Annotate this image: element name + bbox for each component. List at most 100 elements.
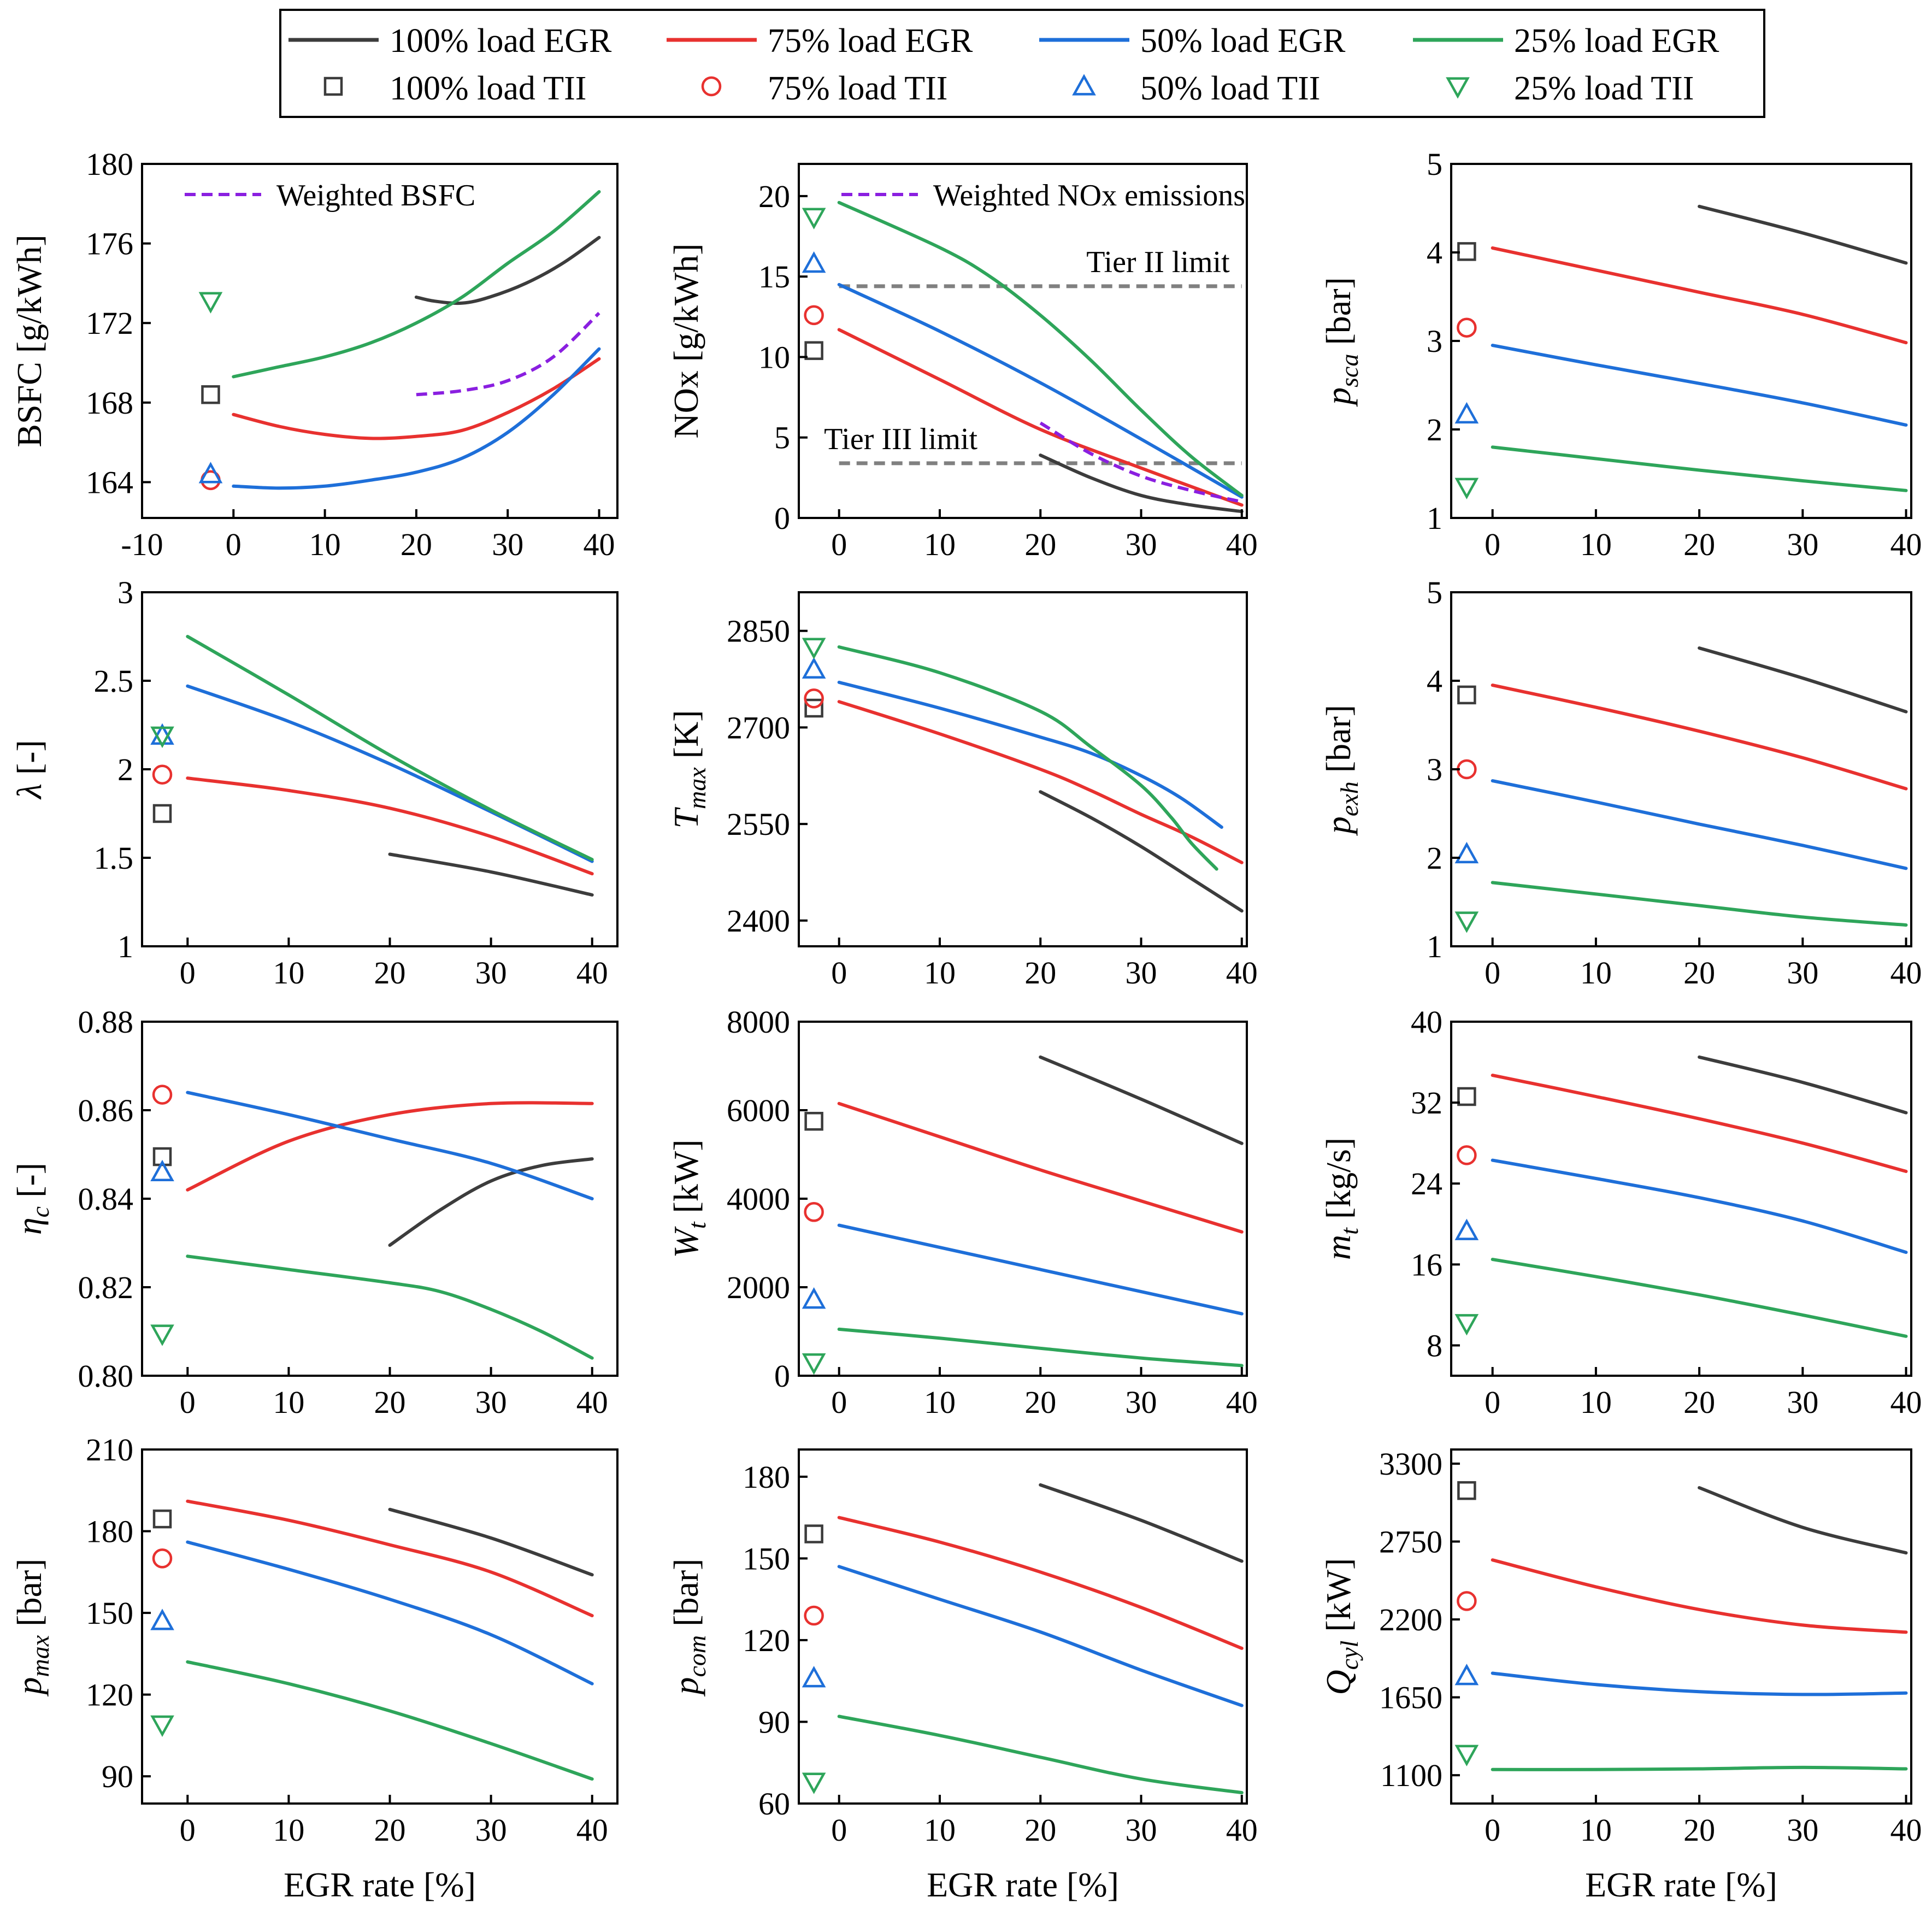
pcom-ylabel-unit: [bar] — [667, 1559, 705, 1635]
wt-series-50 — [837, 1223, 1244, 1316]
etac-ytick-label: 0.84 — [78, 1181, 134, 1217]
etac-series-100 — [388, 1157, 594, 1247]
bsfc-ytick-label: 172 — [86, 305, 133, 341]
legend-marker-75 — [701, 76, 722, 97]
pexh-ytick-label: 5 — [1427, 575, 1442, 610]
qcyl-ytick-label: 3300 — [1379, 1446, 1442, 1482]
pcom-plot-area — [802, 1483, 1244, 1795]
psca-series-50 — [1491, 344, 1908, 427]
lambda-series-75 — [186, 776, 594, 876]
psca-xtick-label: 10 — [1580, 527, 1612, 562]
pcom-xtick-label: 10 — [924, 1812, 956, 1848]
pexh-ylabel-unit: [bar] — [1319, 705, 1358, 781]
mt-series-100 — [1698, 1055, 1908, 1115]
pcom-ytick-label: 180 — [743, 1459, 790, 1495]
tmax-xtick-label: 40 — [1226, 955, 1258, 991]
psca-ylabel-unit: [bar] — [1319, 277, 1358, 353]
lambda-ytick-label: 1.5 — [94, 840, 134, 876]
panel-pmax: 0 10 20 30 40 90 120 150 180 210 pmax [bar] EGR rat… — [10, 1432, 619, 1904]
legend-frame — [279, 9, 1765, 118]
tmax-ytick-label: 2400 — [727, 903, 790, 939]
pmax-xtick-label: 0 — [180, 1812, 196, 1848]
pmax-ytick-label: 210 — [86, 1432, 133, 1468]
mt-xtick-label: 30 — [1787, 1384, 1818, 1420]
pmax-plot-area — [150, 1499, 594, 1781]
qcyl-ytick-label: 2200 — [1379, 1602, 1442, 1637]
etac-series-75 — [186, 1101, 594, 1192]
tmax-ytick-label: 2850 — [727, 614, 790, 649]
pexh-ytick-label: 1 — [1427, 929, 1442, 964]
mt-tii-marker-75 — [1457, 1145, 1477, 1165]
bsfc-ylabel-symbol: BSFC [g/kWh] — [10, 234, 49, 447]
wt-xtick-label: 30 — [1126, 1384, 1157, 1420]
wt-ytick-label: 8000 — [727, 1004, 790, 1040]
etac-tii-marker-50 — [150, 1159, 174, 1182]
bsfc-xtick-label: -10 — [121, 527, 163, 562]
lambda-ylabel: λ [-] — [10, 740, 49, 800]
tmax-plot-area — [802, 638, 1244, 913]
panel-tmax: 0 10 20 30 40 2400 2550 2700 2850 Tmax [K] — [667, 591, 1258, 991]
mt-ylabel-unit: [kg/s] — [1319, 1138, 1358, 1228]
psca-ytick-label: 4 — [1427, 235, 1442, 270]
legend-label-egr-25: 25% load EGR — [1514, 22, 1719, 60]
tmax-xtick-label: 10 — [924, 955, 956, 991]
etac-plot-area — [150, 1085, 594, 1360]
nox-xtick-label: 30 — [1126, 527, 1157, 562]
psca-tii-marker-50 — [1454, 402, 1479, 424]
etac-ylabel-symbol: η — [10, 1217, 49, 1235]
mt-xtick-label: 10 — [1580, 1384, 1612, 1420]
etac-ytick-label: 0.82 — [78, 1270, 134, 1305]
tmax-tii-marker-50 — [802, 657, 826, 679]
tmax-ytick-label: 2550 — [727, 806, 790, 842]
pmax-ytick-label: 150 — [86, 1595, 133, 1631]
pcom-series-75 — [837, 1516, 1244, 1650]
pcom-series-25 — [837, 1714, 1244, 1795]
pmax-series-25 — [186, 1660, 594, 1781]
pcom-tii-marker-100 — [804, 1524, 823, 1543]
qcyl-tii-marker-75 — [1457, 1591, 1477, 1611]
psca-ylabel: psca [bar] — [1319, 277, 1363, 407]
etac-xtick-label: 10 — [273, 1384, 304, 1420]
pmax-series-50 — [186, 1540, 594, 1686]
psca-ytick-label: 1 — [1427, 500, 1442, 536]
wt-ylabel: Wt [kW] — [667, 1139, 711, 1258]
pexh-ytick-label: 2 — [1427, 840, 1442, 876]
bsfc-series-25 — [232, 190, 601, 379]
bsfc-ylabel: BSFC [g/kWh] — [10, 234, 49, 447]
bsfc-tii-marker-25 — [198, 292, 223, 314]
tmax-tii-marker-25 — [802, 638, 826, 659]
nox-ytick-label: 5 — [774, 420, 790, 456]
pmax-xtick-label: 40 — [576, 1812, 608, 1848]
nox-ytick-label: 10 — [758, 339, 790, 375]
mt-series-50 — [1491, 1158, 1908, 1254]
wt-ylabel-subscript: t — [683, 1221, 711, 1229]
pexh-xtick-label: 0 — [1485, 955, 1500, 991]
nox-series-100 — [1039, 453, 1244, 514]
qcyl-plot-area — [1454, 1481, 1908, 1771]
mt-ytick-label: 40 — [1411, 1004, 1442, 1040]
etac-xtick-label: 20 — [374, 1384, 406, 1420]
lambda-xtick-label: 30 — [475, 955, 507, 991]
tmax-tii-marker-75 — [804, 688, 824, 709]
pexh-series-50 — [1491, 779, 1908, 870]
pexh-xtick-label: 30 — [1787, 955, 1818, 991]
pmax-ylabel: pmax [bar] — [10, 1559, 54, 1697]
bsfc-xtick-label: 30 — [492, 527, 523, 562]
bsfc-tii-marker-50 — [198, 462, 223, 484]
pcom-tii-marker-25 — [802, 1772, 826, 1794]
psca-series-100 — [1698, 204, 1908, 265]
mt-ylabel-subscript: t — [1335, 1227, 1363, 1235]
etac-ytick-label: 0.86 — [78, 1093, 134, 1128]
nox-weighted-line — [1039, 421, 1242, 504]
nox-frame — [798, 163, 1248, 519]
tmax-series-25 — [837, 645, 1218, 871]
nox-tii-marker-100 — [804, 341, 823, 360]
etac-ytick-label: 0.88 — [78, 1004, 134, 1040]
etac-ylabel-subscript: c — [26, 1206, 54, 1217]
qcyl-ytick-label: 1100 — [1380, 1758, 1442, 1793]
qcyl-xlabel: EGR rate [%] — [1585, 1865, 1777, 1904]
nox-ylabel: NOx [g/kWh] — [667, 243, 705, 438]
nox-tii-marker-50 — [802, 251, 826, 273]
